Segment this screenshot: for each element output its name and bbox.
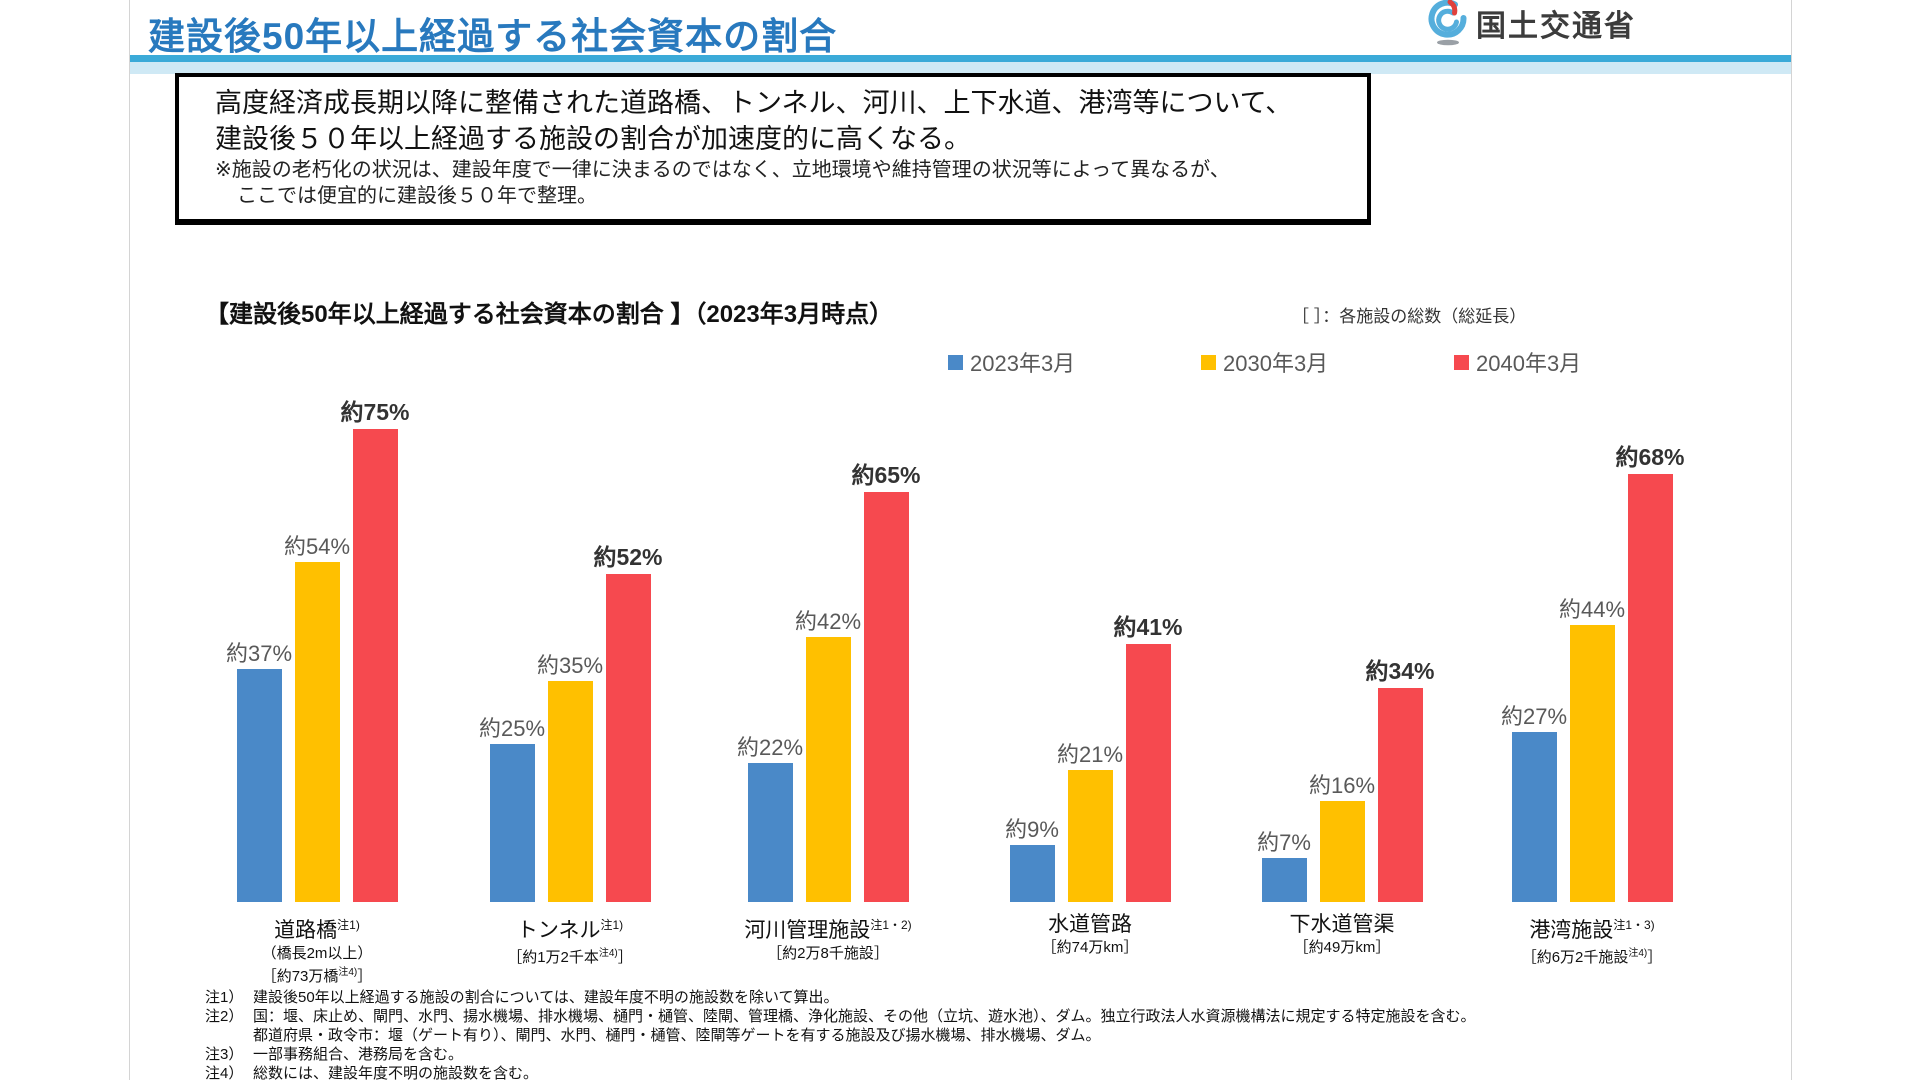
bar-2040年3月-道路橋	[352, 429, 398, 902]
legend-item-2023年3月: 2023年3月	[948, 346, 1075, 378]
bar-2030年3月-河川管理施設	[805, 637, 851, 902]
category-label-水道管路: 水道管路 ［約74万km］	[960, 912, 1220, 957]
summary-note-2: ここでは便宜的に建設後５０年で整理。	[237, 185, 597, 207]
bar-2023年3月-港湾施設	[1511, 732, 1557, 902]
category-name: トンネル注1)	[516, 918, 624, 942]
summary-line-2: 建設後５０年以上経過する施設の割合が加速度的に高くなる。	[215, 124, 971, 154]
legend-swatch	[1454, 354, 1469, 370]
agency-name: 国土交通省	[1476, 10, 1636, 43]
category-label-トンネル: トンネル注1) ［約1万2千本注4)］	[440, 912, 700, 967]
unit-note: ［ ］：各施設の総数（総延長）	[1292, 307, 1527, 326]
right-margin-line	[1791, 0, 1792, 1080]
category-detail: ［約2万8千施設］	[767, 945, 889, 962]
footnote-row: 注3） 一部事務組合、港務局を含む。	[205, 1045, 1635, 1064]
bar-value-label: 約9%	[1005, 817, 1059, 842]
category-name: 水道管路	[1048, 913, 1132, 936]
bar-value-label: 約52%	[593, 544, 663, 570]
bar-value-label: 約65%	[851, 462, 921, 488]
bar-value-label: 約21%	[1056, 742, 1124, 767]
category-label-道路橋: 道路橋注1) （橋長2m以上） ［約73万橋注4)］	[187, 912, 447, 986]
category-label-河川管理施設: 河川管理施設注1・2) ［約2万8千施設］	[698, 912, 958, 963]
footnote-row: 注1） 建設後50年以上経過する施設の割合については、建設年度不明の施設数を除いて…	[205, 988, 1635, 1007]
bar-2040年3月-トンネル	[605, 574, 651, 902]
footnote-row: 注4） 総数には、建設年度不明の施設数を含む。	[205, 1064, 1635, 1080]
bar-value-label: 約54%	[283, 534, 351, 559]
category-name: 河川管理施設注1・2)	[744, 918, 912, 942]
bar-2040年3月-下水道管渠	[1377, 688, 1423, 902]
summary-note-1: ※施設の老朽化の状況は、建設年度で一律に決まるのではなく、立地環境や維持管理の状…	[215, 159, 1230, 181]
bar-value-label: 約22%	[736, 735, 804, 760]
footnote-row: 注2） 国：堰、床止め、閘門、水門、揚水機場、排水機場、樋門・樋管、陸閘、管理橋、…	[205, 1007, 1635, 1045]
footnotes: 注1） 建設後50年以上経過する施設の割合については、建設年度不明の施設数を除いて…	[205, 988, 1635, 1080]
bar-2030年3月-水道管路	[1067, 770, 1113, 902]
summary-box: 高度経済成長期以降に整備された道路橋、トンネル、河川、上下水道、港湾等について、…	[175, 73, 1371, 225]
bar-value-label: 約25%	[478, 716, 546, 741]
bar-value-label: 約37%	[225, 641, 293, 666]
bar-value-label: 約44%	[1558, 597, 1626, 622]
legend-item-2040年3月: 2040年3月	[1454, 346, 1581, 378]
legend-label: 2030年3月	[1223, 351, 1329, 376]
bar-2023年3月-道路橋	[236, 669, 282, 902]
bar-2040年3月-港湾施設	[1627, 474, 1673, 902]
legend-swatch	[1201, 354, 1216, 370]
left-margin-line	[129, 0, 130, 1080]
footnote-label: 注1）	[205, 989, 244, 1006]
bar-value-label: 約7%	[1257, 830, 1311, 855]
title-underline-strong	[130, 55, 1791, 62]
bar-value-label: 約68%	[1615, 444, 1685, 470]
bar-value-label: 約41%	[1113, 614, 1183, 640]
category-name: 道路橋注1)	[274, 918, 360, 942]
category-label-下水道管渠: 下水道管渠 ［約49万km］	[1212, 912, 1472, 957]
legend-label: 2040年3月	[1476, 351, 1582, 376]
summary-line-1: 高度経済成長期以降に整備された道路橋、トンネル、河川、上下水道、港湾等について、	[215, 88, 1293, 118]
category-detail: ［約1万2千本注4)］	[507, 948, 633, 966]
footnote-text: 総数には、建設年度不明の施設数を含む。	[253, 1065, 539, 1080]
category-name: 下水道管渠	[1289, 913, 1395, 936]
bar-2030年3月-下水道管渠	[1319, 801, 1365, 902]
bar-2040年3月-河川管理施設	[863, 492, 909, 902]
footnote-text: 一部事務組合、港務局を含む。	[253, 1046, 464, 1063]
footnote-text: 国：堰、床止め、閘門、水門、揚水機場、排水機場、樋門・樋管、陸閘、管理橋、浄化施…	[253, 1008, 1476, 1044]
category-detail: ［約74万km］	[1041, 939, 1139, 956]
category-detail: （橋長2m以上）	[261, 945, 373, 962]
bar-value-label: 約34%	[1365, 658, 1435, 684]
legend-item-2030年3月: 2030年3月	[1201, 346, 1328, 378]
bar-value-label: 約35%	[536, 653, 604, 678]
bar-2023年3月-河川管理施設	[747, 763, 793, 902]
legend-swatch	[948, 354, 963, 370]
category-detail: ［約6万2千施設注4)］	[1521, 948, 1663, 966]
bar-2030年3月-トンネル	[547, 681, 593, 902]
legend-label: 2023年3月	[970, 351, 1076, 376]
bar-value-label: 約16%	[1308, 773, 1376, 798]
bar-value-label: 約27%	[1500, 704, 1568, 729]
page-title: 建設後50年以上経過する社会資本の割合	[148, 16, 838, 57]
bar-2030年3月-港湾施設	[1569, 625, 1615, 902]
chart-title: 【建設後50年以上経過する社会資本の割合 】（2023年3月時点）	[205, 301, 894, 328]
bar-2023年3月-水道管路	[1009, 845, 1055, 902]
category-detail: ［約49万km］	[1293, 939, 1391, 956]
category-detail: ［約73万橋注4)］	[261, 967, 373, 985]
category-label-港湾施設: 港湾施設注1・3) ［約6万2千施設注4)］	[1462, 912, 1722, 967]
footnote-text: 建設後50年以上経過する施設の割合については、建設年度不明の施設数を除いて算出。	[253, 989, 839, 1006]
bar-value-label: 約42%	[794, 609, 862, 634]
category-name: 港湾施設注1・3)	[1529, 918, 1655, 942]
bar-value-label: 約75%	[340, 399, 410, 425]
bar-2023年3月-下水道管渠	[1261, 858, 1307, 902]
bar-2040年3月-水道管路	[1125, 644, 1171, 902]
footnote-label: 注3）	[205, 1046, 244, 1063]
mlit-logo-icon	[1428, 0, 1468, 46]
bar-2030年3月-道路橋	[294, 562, 340, 902]
title-underline-light	[130, 62, 1791, 74]
footnote-label: 注4）	[205, 1065, 244, 1080]
bar-2023年3月-トンネル	[489, 744, 535, 902]
footnote-label: 注2）	[205, 1008, 244, 1025]
agency-header: 国土交通省	[1428, 0, 1636, 46]
